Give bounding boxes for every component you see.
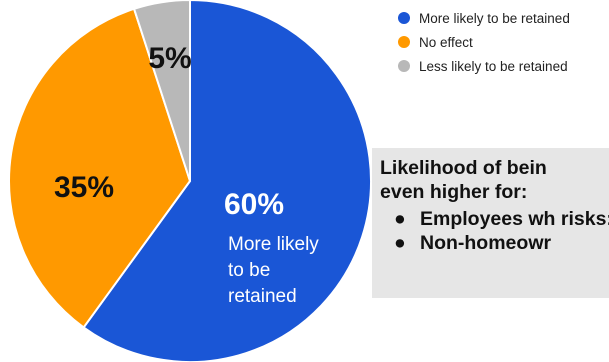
pie-slice-more-likely-to-be-retained <box>82 0 372 362</box>
slice-sublabel: to be <box>228 260 270 281</box>
callout-heading-2: even higher for: <box>380 181 528 203</box>
slice-percent-label: 5% <box>148 42 191 75</box>
slice-sublabel: More likely <box>228 234 319 255</box>
slice-sublabel: retained <box>228 286 297 307</box>
legend-label: No effect <box>419 34 473 50</box>
callout-heading: Likelihood of bein <box>380 157 547 179</box>
legend-swatch <box>398 12 410 24</box>
slice-percent-label: 60% <box>224 188 284 221</box>
legend-item-less-likely: Less likely to be retained <box>398 54 570 78</box>
slice-percent-label: 35% <box>54 171 114 204</box>
legend-label: Less likely to be retained <box>419 58 568 74</box>
callout-list-item: ● Employees wh risks: 74% <box>380 207 609 231</box>
legend-swatch <box>398 36 410 48</box>
pie-slice-no-effect <box>8 7 192 329</box>
legend-item-no-effect: No effect <box>398 30 570 54</box>
callout-list: ● Employees wh risks: 74% ● Non-homeowr <box>380 207 609 255</box>
callout-box: Likelihood of bein even higher for: ● Em… <box>372 148 609 298</box>
legend-swatch <box>398 60 410 72</box>
legend-label: More likely to be retained <box>419 10 570 26</box>
bullet-icon: ● <box>394 232 406 254</box>
callout-list-item: ● Non-homeowr <box>380 231 609 255</box>
legend-item-more-likely: More likely to be retained <box>398 6 570 30</box>
legend: More likely to be retained No effect Les… <box>398 6 570 78</box>
bullet-icon: ● <box>394 208 406 230</box>
callout-item-text: Non-homeowr <box>420 232 552 254</box>
callout-item-text: Employees wh risks: 74% <box>420 208 609 230</box>
pie-slice-less-likely-to-be-retained <box>132 0 191 182</box>
pie-chart: 60% More likely to be retained 35% 5% <box>8 0 372 362</box>
